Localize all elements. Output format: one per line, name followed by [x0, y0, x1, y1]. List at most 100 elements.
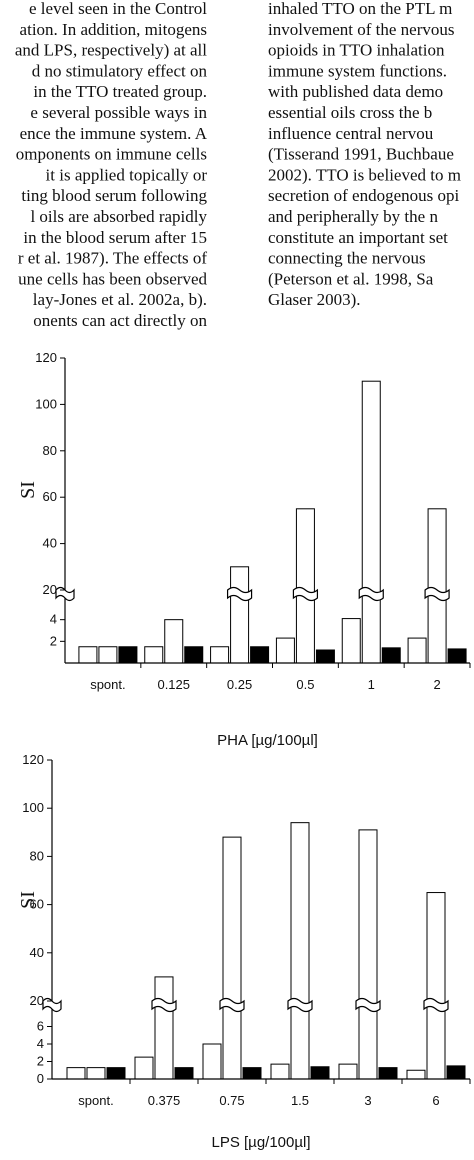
- y-tick-label: 80: [30, 848, 44, 863]
- x-tick-label: 3: [364, 1093, 371, 1108]
- text-line: lay-Jones et al. 2002a, b).: [33, 290, 207, 309]
- text-line: l oils are absorbed rapidly: [30, 207, 207, 226]
- y-tick-label: 80: [43, 443, 57, 458]
- axis-break: [287, 997, 313, 1013]
- bar: [118, 646, 138, 664]
- bar: [381, 647, 401, 664]
- y-tick-label: 60: [43, 489, 57, 504]
- text-line: Glaser 2003).: [268, 290, 361, 309]
- bar: [86, 1067, 106, 1080]
- x-tick-label: 0.75: [219, 1093, 244, 1108]
- y-tick-label: 2: [37, 1054, 44, 1069]
- text-line: essential oils cross the b: [268, 103, 432, 122]
- bar: [144, 646, 164, 664]
- x-tick-label: spont.: [90, 677, 125, 692]
- y-tick-label: 4: [50, 612, 57, 627]
- axis-break: [355, 997, 381, 1013]
- y-tick-label: 2: [50, 633, 57, 648]
- text-line: and LPS, respectively) at all: [15, 41, 207, 60]
- axis-break: [423, 997, 449, 1013]
- bar: [66, 1067, 86, 1080]
- y-tick-label: 40: [30, 945, 44, 960]
- bar: [242, 1067, 262, 1080]
- x-tick-label: 1: [368, 677, 375, 692]
- axis-break: [151, 997, 177, 1013]
- axis-break: [358, 586, 384, 602]
- text-line: d no stimulatory effect on: [32, 61, 208, 80]
- x-tick-label: 2: [433, 677, 440, 692]
- text-line: e level seen in the Control: [29, 0, 207, 18]
- bar: [378, 1067, 398, 1080]
- axis-break: [292, 586, 319, 602]
- y-tick-label: 6: [37, 1019, 44, 1034]
- text-line: (Peterson et al. 1998, Sa: [268, 269, 434, 288]
- text-line: ation. In addition, mitogens: [20, 20, 207, 39]
- x-tick-label: 0.375: [148, 1093, 181, 1108]
- bar: [406, 1069, 426, 1080]
- text-line: with published data demo: [268, 82, 443, 101]
- text-line: connecting the nervous: [268, 249, 426, 268]
- bar: [270, 1063, 290, 1080]
- y-tick-label: 100: [22, 800, 44, 815]
- bar: [310, 1066, 330, 1080]
- bar: [427, 508, 447, 664]
- bar: [106, 1067, 126, 1080]
- text-line: influence central nervou: [268, 124, 434, 143]
- text-line: 2002). TTO is believed to m: [268, 165, 461, 184]
- bar: [154, 976, 174, 1080]
- bar: [315, 649, 335, 664]
- axis-break: [219, 997, 245, 1013]
- y-tick-label: 4: [37, 1036, 44, 1051]
- y-tick-label: 0: [37, 1071, 44, 1086]
- x-tick-label: 6: [432, 1093, 439, 1108]
- text-line: in the TTO treated group.: [33, 82, 207, 101]
- bar: [338, 1063, 358, 1080]
- text-line: and peripherally by the n: [268, 207, 438, 226]
- bar: [184, 646, 204, 664]
- bar: [98, 646, 118, 664]
- x-tick-label: 0.5: [296, 677, 314, 692]
- text-line: involvement of the nervous: [268, 20, 455, 39]
- text-line: opioids in TTO inhalation: [268, 41, 445, 60]
- text-line: onents can act directly on: [33, 311, 207, 330]
- bar: [407, 637, 427, 664]
- bar: [174, 1067, 194, 1080]
- bar: [447, 648, 467, 664]
- x-tick-label: 1.5: [291, 1093, 309, 1108]
- text-line: ence the immune system. A: [20, 124, 208, 143]
- text-line: immune system functions.: [268, 61, 447, 80]
- bar: [290, 822, 310, 1080]
- y-tick-label: 120: [35, 350, 57, 365]
- x-tick-label: 0.125: [157, 677, 190, 692]
- bar: [78, 646, 98, 664]
- text-line: (Tisserand 1991, Buchbaue: [268, 145, 454, 164]
- bar: [210, 646, 230, 664]
- text-line: it is applied topically or: [46, 165, 208, 184]
- axis-break: [42, 997, 62, 1013]
- bar: [164, 619, 184, 664]
- axis-break: [55, 586, 75, 602]
- x-tick-label: spont.: [78, 1093, 113, 1108]
- y-tick-label: 60: [30, 897, 44, 912]
- y-axis-title: SI: [17, 481, 39, 499]
- axis-break: [424, 586, 450, 602]
- bar: [222, 836, 242, 1080]
- text-line: omponents on immune cells: [16, 145, 207, 164]
- bar: [230, 566, 250, 664]
- y-tick-label: 120: [22, 752, 44, 767]
- x-axis-title: PHA [µg/100µl]: [217, 732, 318, 749]
- y-tick-label: 20: [30, 993, 44, 1008]
- text-line: e several possible ways in: [30, 103, 207, 122]
- y-axis-title: SI: [17, 891, 39, 909]
- bar: [341, 618, 361, 664]
- x-tick-label: 0.25: [227, 677, 252, 692]
- bar: [446, 1065, 466, 1080]
- bar: [275, 637, 295, 664]
- bar: [361, 380, 381, 664]
- bar: [295, 508, 315, 664]
- bar: [358, 829, 378, 1080]
- text-line: une cells has been observed: [18, 269, 207, 288]
- y-tick-label: 40: [43, 536, 57, 551]
